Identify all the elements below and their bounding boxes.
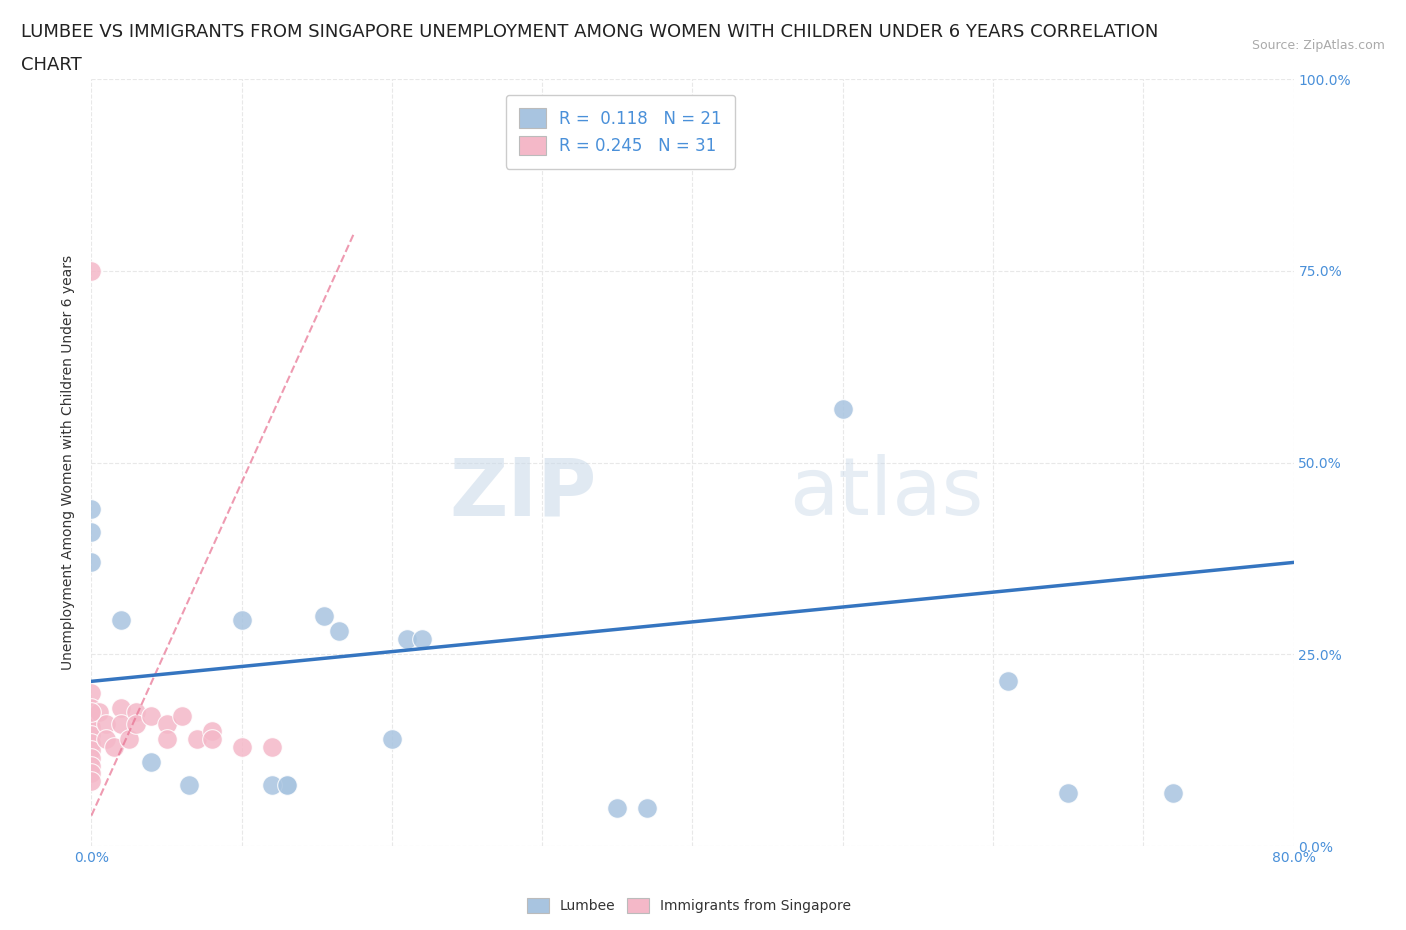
Point bbox=[636, 801, 658, 816]
Y-axis label: Unemployment Among Women with Children Under 6 years: Unemployment Among Women with Children U… bbox=[62, 255, 76, 671]
Point bbox=[80, 766, 103, 781]
Point bbox=[314, 609, 336, 624]
Point bbox=[103, 739, 125, 754]
Point bbox=[80, 736, 103, 751]
Point bbox=[80, 712, 103, 727]
Point bbox=[96, 716, 118, 731]
Point bbox=[201, 724, 224, 738]
Text: LUMBEE VS IMMIGRANTS FROM SINGAPORE UNEMPLOYMENT AMONG WOMEN WITH CHILDREN UNDER: LUMBEE VS IMMIGRANTS FROM SINGAPORE UNEM… bbox=[21, 23, 1159, 41]
Point bbox=[276, 777, 298, 792]
Point bbox=[118, 731, 141, 746]
Point bbox=[80, 751, 103, 765]
Point bbox=[141, 709, 163, 724]
Point bbox=[110, 701, 132, 716]
Text: CHART: CHART bbox=[21, 56, 82, 73]
Point bbox=[80, 705, 103, 720]
Legend: R =  0.118   N = 21, R = 0.245   N = 31: R = 0.118 N = 21, R = 0.245 N = 31 bbox=[506, 95, 735, 168]
Point bbox=[1161, 785, 1184, 800]
Point bbox=[831, 402, 853, 417]
Point bbox=[80, 501, 103, 516]
Point bbox=[155, 731, 177, 746]
Point bbox=[80, 774, 103, 789]
Point bbox=[606, 801, 628, 816]
Point bbox=[170, 709, 193, 724]
Point bbox=[141, 754, 163, 769]
Point bbox=[110, 613, 132, 628]
Point bbox=[110, 716, 132, 731]
Point bbox=[201, 731, 224, 746]
Text: ZIP: ZIP bbox=[449, 455, 596, 532]
Point bbox=[411, 631, 433, 646]
Point bbox=[328, 624, 350, 639]
Legend: Lumbee, Immigrants from Singapore: Lumbee, Immigrants from Singapore bbox=[522, 892, 856, 919]
Point bbox=[87, 705, 110, 720]
Point bbox=[231, 739, 253, 754]
Point bbox=[80, 720, 103, 735]
Point bbox=[186, 731, 208, 746]
Text: atlas: atlas bbox=[789, 455, 983, 532]
Point bbox=[80, 758, 103, 773]
Point bbox=[80, 701, 103, 716]
Point bbox=[125, 705, 148, 720]
Point bbox=[125, 716, 148, 731]
Point bbox=[381, 731, 404, 746]
Point bbox=[231, 613, 253, 628]
Point bbox=[395, 631, 418, 646]
Point bbox=[80, 263, 103, 278]
Point bbox=[80, 727, 103, 742]
Point bbox=[1057, 785, 1080, 800]
Point bbox=[260, 777, 283, 792]
Point bbox=[80, 525, 103, 539]
Point bbox=[96, 731, 118, 746]
Point bbox=[80, 555, 103, 570]
Point bbox=[276, 777, 298, 792]
Point bbox=[80, 685, 103, 700]
Text: Source: ZipAtlas.com: Source: ZipAtlas.com bbox=[1251, 39, 1385, 52]
Point bbox=[80, 743, 103, 758]
Point bbox=[177, 777, 200, 792]
Point bbox=[997, 674, 1019, 689]
Point bbox=[260, 739, 283, 754]
Point bbox=[155, 716, 177, 731]
